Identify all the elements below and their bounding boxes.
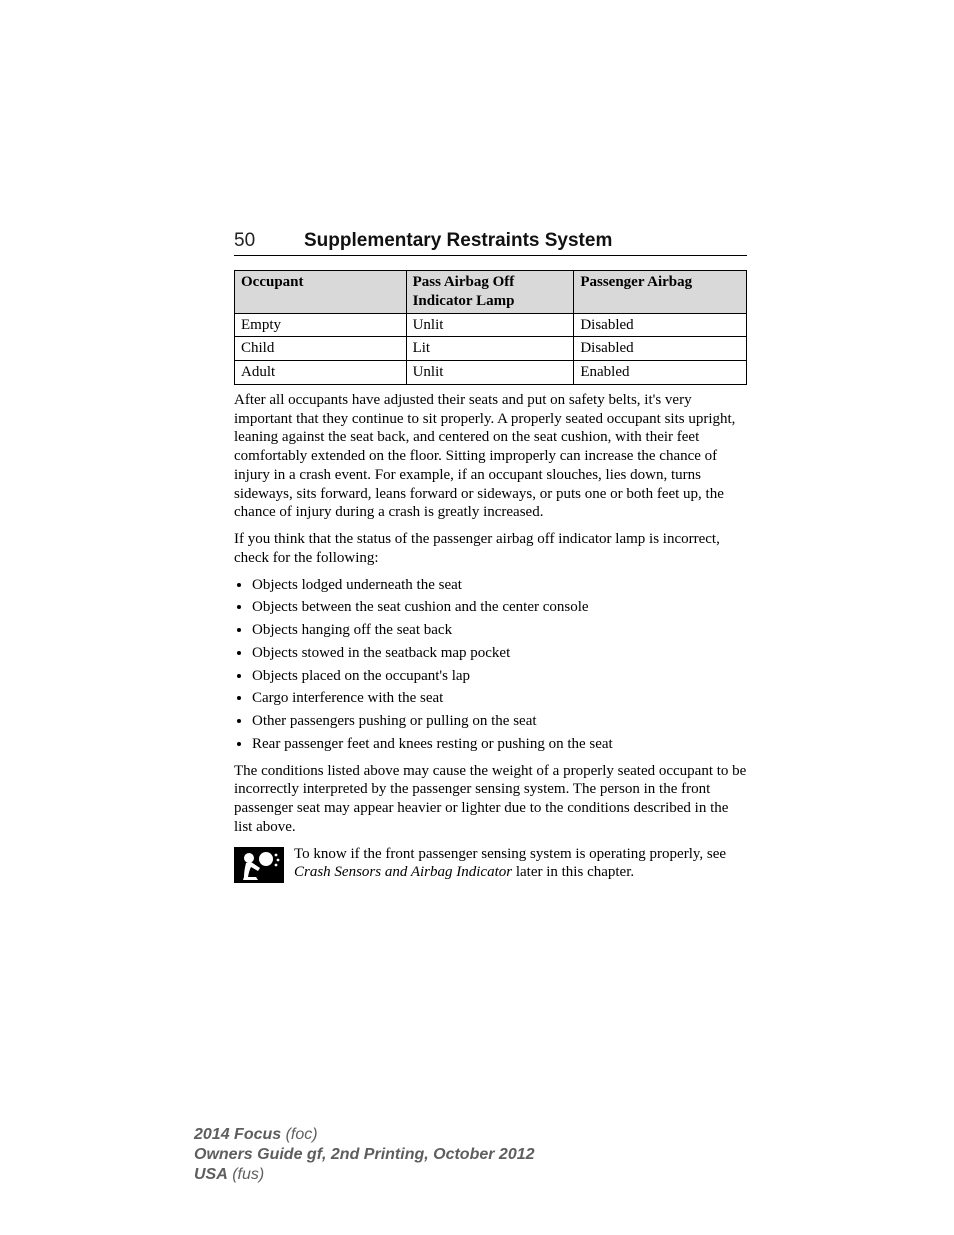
icon-paragraph: To know if the front passenger sensing s… [234, 845, 747, 888]
list-item: Objects stowed in the seatback map pocke… [252, 644, 747, 663]
footer-line: 2014 Focus (foc) [194, 1125, 535, 1145]
list-item: Objects between the seat cushion and the… [252, 598, 747, 617]
table-header-cell: Pass Airbag Off Indicator Lamp [406, 271, 574, 314]
table-cell: Disabled [574, 337, 747, 361]
table-cell: Enabled [574, 361, 747, 385]
table-row: Child Lit Disabled [235, 337, 747, 361]
table-row: Empty Unlit Disabled [235, 313, 747, 337]
airbag-table: Occupant Pass Airbag Off Indicator Lamp … [234, 270, 747, 385]
footer-reg: (fus) [228, 1166, 264, 1183]
table-cell: Adult [235, 361, 407, 385]
table-cell: Disabled [574, 313, 747, 337]
bullet-list: Objects lodged underneath the seat Objec… [234, 576, 747, 754]
text-run: To know if the front passenger sensing s… [294, 846, 726, 862]
table-cell: Unlit [406, 313, 574, 337]
body-paragraph: After all occupants have adjusted their … [234, 391, 747, 522]
icon-paragraph-text: To know if the front passenger sensing s… [294, 845, 747, 883]
page: 50 Supplementary Restraints System Occup… [0, 0, 954, 1235]
list-item: Objects hanging off the seat back [252, 621, 747, 640]
list-item: Other passengers pushing or pulling on t… [252, 712, 747, 731]
table-cell: Empty [235, 313, 407, 337]
footer-reg: (foc) [281, 1126, 317, 1143]
list-item: Cargo interference with the seat [252, 689, 747, 708]
table-cell: Child [235, 337, 407, 361]
table-row: Adult Unlit Enabled [235, 361, 747, 385]
list-item: Objects placed on the occupant's lap [252, 667, 747, 686]
page-title: Supplementary Restraints System [304, 230, 612, 252]
page-footer: 2014 Focus (foc) Owners Guide gf, 2nd Pr… [194, 1125, 535, 1185]
footer-bold: Owners Guide gf, 2nd Printing, October 2… [194, 1146, 535, 1163]
text-run: later in this chapter. [512, 864, 634, 880]
list-item: Objects lodged underneath the seat [252, 576, 747, 595]
cross-reference: Crash Sensors and Airbag Indicator [294, 864, 512, 880]
table-cell: Lit [406, 337, 574, 361]
list-item: Rear passenger feet and knees resting or… [252, 735, 747, 754]
page-number: 50 [234, 230, 304, 252]
footer-line: USA (fus) [194, 1165, 535, 1185]
page-header: 50 Supplementary Restraints System [234, 230, 744, 252]
footer-line: Owners Guide gf, 2nd Printing, October 2… [194, 1145, 535, 1165]
airbag-icon [234, 847, 284, 888]
footer-bold: 2014 Focus [194, 1126, 281, 1143]
table-header-row: Occupant Pass Airbag Off Indicator Lamp … [235, 271, 747, 314]
header-rule [234, 255, 747, 256]
table-cell: Unlit [406, 361, 574, 385]
body-paragraph: The conditions listed above may cause th… [234, 762, 747, 837]
body-paragraph: If you think that the status of the pass… [234, 530, 747, 568]
footer-bold: USA [194, 1166, 228, 1183]
table-header-cell: Occupant [235, 271, 407, 314]
table-header-cell: Passenger Airbag [574, 271, 747, 314]
